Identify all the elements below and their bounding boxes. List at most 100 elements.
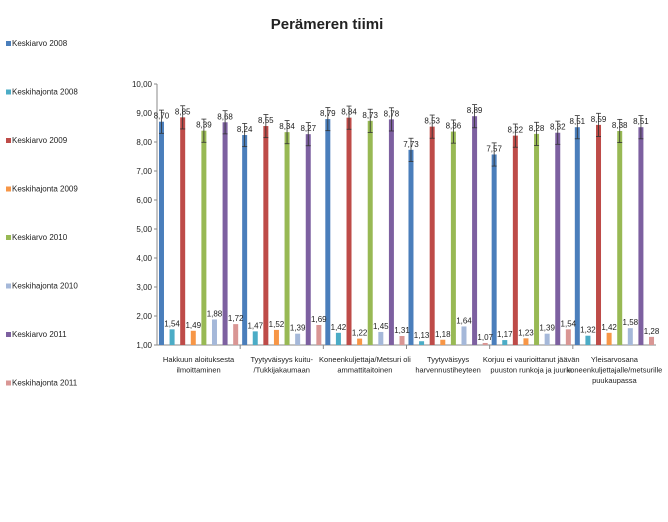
bar-8-2 [316, 324, 322, 345]
category-label-3: Koneenkuljettaja/Metsuri oli ammattitaito… [319, 355, 411, 375]
category-label-4: Tyytyväisyys harvennustiheyteen [415, 355, 480, 375]
legend: Keskiarvo 2008 Keskihajonta 2008 Keskiarvo… [6, 39, 78, 388]
data-label: 1,69 [311, 315, 327, 324]
data-label: 1,17 [497, 330, 513, 339]
y-tick-label: 2,00 [136, 312, 152, 321]
category-label-line: /Tukkijakaumaan [254, 366, 310, 375]
data-label: 1,42 [601, 323, 617, 332]
legend-entry-8: Keskihajonta 2011 [12, 379, 78, 388]
axes: 1,00 2,00 3,00 4,00 5,00 6,00 7,00 8,00 9,00 10,0… [132, 80, 656, 350]
y-tick-label: 10,00 [132, 80, 153, 89]
data-label: 1,23 [518, 328, 534, 337]
data-label: 1,32 [580, 326, 596, 335]
bar-4-1 [190, 330, 196, 345]
bar-7-4 [472, 116, 478, 345]
bar-7-3 [388, 119, 394, 345]
legend-entry-6: Keskihajonta 2010 [12, 282, 78, 291]
data-label: 8,84 [341, 108, 357, 117]
legend-swatch-7 [6, 332, 11, 337]
category-label-line: harvennustiheyteen [415, 366, 480, 375]
bar-5-2 [284, 132, 290, 345]
data-label: 1,28 [644, 327, 660, 336]
data-label: 1,13 [414, 331, 430, 340]
bars [158, 104, 655, 346]
data-label: 8,28 [529, 124, 545, 133]
chart-title: Perämeren tiimi [271, 16, 384, 33]
data-label: 1,72 [228, 314, 244, 323]
category-label-5: Korjuu ei vaurioittanut jäävän puuston ru… [483, 355, 580, 375]
legend-entry-5: Keskiarvo 2010 [12, 233, 68, 242]
category-label-line: puuston runkoja ja juuria [490, 366, 573, 375]
bar-4-5 [523, 338, 529, 345]
bar-6-3 [378, 331, 384, 345]
bar-1-6 [574, 127, 580, 346]
bar-7-6 [638, 127, 644, 346]
legend-swatch-4 [6, 186, 11, 192]
bar-3-2 [263, 126, 269, 345]
bar-5-3 [367, 120, 373, 345]
data-label: 8,24 [237, 125, 253, 134]
data-label: 8,38 [612, 121, 628, 130]
legend-swatch-8 [6, 380, 11, 386]
data-label: 1,18 [435, 330, 451, 339]
category-label-line: koneenkuljettajalle/metsurille [566, 366, 662, 375]
bar-1-3 [325, 119, 331, 345]
y-tick-label: 8,00 [136, 138, 152, 147]
bar-1-5 [491, 154, 497, 345]
y-tick-label: 4,00 [136, 254, 152, 263]
data-label: 1,58 [623, 318, 639, 327]
bar-5-4 [450, 131, 456, 345]
legend-swatch-6 [6, 283, 11, 289]
category-label-line: ilmoittaminen [176, 366, 220, 375]
bar-3-5 [512, 135, 518, 345]
bar-6-1 [211, 319, 217, 345]
data-label: 1,39 [539, 324, 555, 333]
data-label: 8,27 [300, 124, 316, 133]
data-label: 8,73 [362, 111, 378, 120]
y-tick-label: 3,00 [136, 283, 152, 292]
data-label: 8,32 [550, 123, 566, 132]
data-label: 1,42 [331, 323, 347, 332]
bar-2-5 [502, 340, 508, 345]
bar-7-5 [555, 132, 561, 345]
legend-entry-3: Keskiarvo 2009 [12, 136, 68, 145]
category-label-line: Hakkuun aloituksesta [163, 355, 235, 364]
bar-6-6 [627, 328, 633, 345]
data-label: 1,47 [247, 321, 263, 330]
data-label: 8,79 [320, 109, 336, 118]
data-label: 8,70 [154, 112, 170, 121]
category-label-line: Yleisarvosana [591, 355, 639, 364]
data-label: 1,54 [561, 319, 577, 328]
data-label: 8,51 [633, 117, 649, 126]
bar-6-2 [295, 333, 301, 345]
bar-2-4 [419, 341, 425, 345]
bar-3-4 [429, 126, 435, 345]
data-label: 8,36 [446, 122, 462, 131]
data-label: 1,45 [373, 322, 389, 331]
y-tick-label: 1,00 [136, 341, 152, 350]
y-tick-label: 7,00 [136, 167, 152, 176]
data-label: 8,55 [258, 116, 274, 125]
category-label-line: ammattitaitoinen [337, 366, 392, 375]
bar-1-1 [158, 121, 164, 345]
category-label-line: puukaupassa [592, 376, 637, 385]
bar-2-2 [252, 331, 258, 345]
bar-1-2 [242, 135, 248, 345]
legend-swatch-3 [6, 138, 11, 143]
bar-8-1 [233, 324, 239, 345]
data-label: 1,49 [185, 321, 201, 330]
legend-entry-1: Keskiarvo 2008 [12, 39, 68, 48]
data-label: 8,85 [175, 107, 191, 116]
bar-3-6 [596, 124, 602, 345]
bar-4-3 [357, 338, 363, 345]
legend-swatch-2 [6, 89, 11, 95]
bar-4-6 [606, 332, 612, 345]
bar-4-2 [273, 329, 279, 345]
bar-5-6 [617, 130, 623, 345]
data-label: 1,39 [290, 324, 306, 333]
bar-7-1 [222, 122, 228, 345]
category-label-6: Yleisarvosana koneenkuljettajalle/metsuri… [566, 355, 662, 385]
bar-7-2 [305, 134, 311, 345]
legend-entry-7: Keskiarvo 2011 [12, 330, 67, 339]
